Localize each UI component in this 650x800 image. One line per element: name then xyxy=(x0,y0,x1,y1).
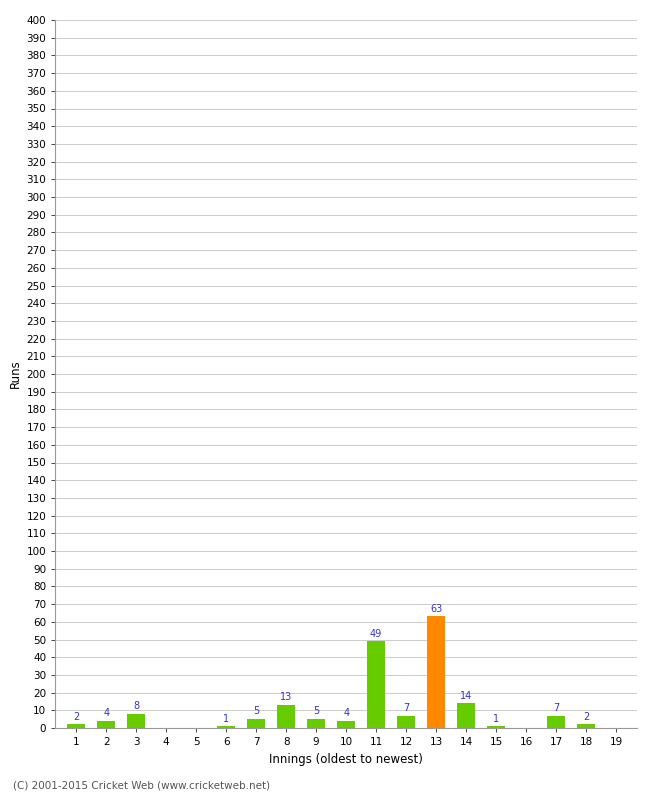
Text: (C) 2001-2015 Cricket Web (www.cricketweb.net): (C) 2001-2015 Cricket Web (www.cricketwe… xyxy=(13,781,270,790)
Text: 2: 2 xyxy=(73,712,79,722)
Text: 5: 5 xyxy=(253,706,259,717)
Bar xyxy=(457,703,475,728)
Bar xyxy=(277,705,295,728)
Bar xyxy=(577,725,595,728)
Bar xyxy=(127,714,145,728)
Text: 7: 7 xyxy=(553,703,559,713)
Text: 1: 1 xyxy=(223,714,229,723)
Text: 14: 14 xyxy=(460,690,472,701)
Text: 4: 4 xyxy=(103,708,109,718)
Y-axis label: Runs: Runs xyxy=(9,360,22,388)
Text: 1: 1 xyxy=(493,714,499,723)
Bar xyxy=(337,721,355,728)
Text: 63: 63 xyxy=(430,604,442,614)
Bar xyxy=(67,725,85,728)
Bar xyxy=(217,726,235,728)
Bar xyxy=(487,726,505,728)
Text: 4: 4 xyxy=(343,708,349,718)
Bar xyxy=(547,716,565,728)
Text: 13: 13 xyxy=(280,692,292,702)
Text: 8: 8 xyxy=(133,701,139,711)
Bar xyxy=(397,716,415,728)
Text: 7: 7 xyxy=(403,703,410,713)
Text: 2: 2 xyxy=(583,712,589,722)
Bar xyxy=(98,721,115,728)
X-axis label: Innings (oldest to newest): Innings (oldest to newest) xyxy=(269,753,423,766)
Text: 5: 5 xyxy=(313,706,319,717)
Bar xyxy=(427,617,445,728)
Bar xyxy=(307,719,325,728)
Bar xyxy=(247,719,265,728)
Text: 49: 49 xyxy=(370,629,382,638)
Bar xyxy=(367,642,385,728)
